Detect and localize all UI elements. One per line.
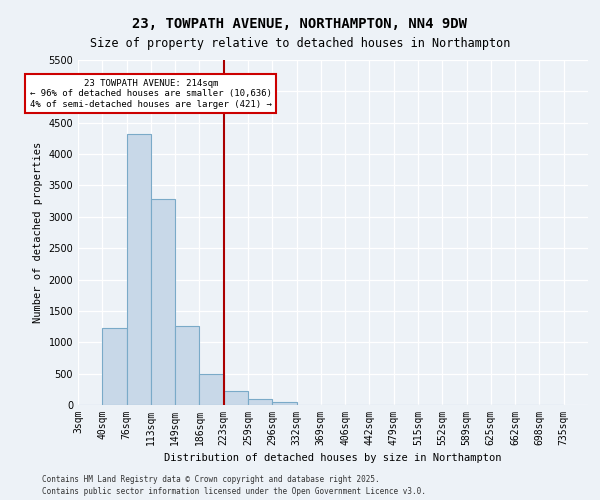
Bar (127, 134, 151, 405)
Bar (248, 398, 272, 405)
Y-axis label: Number of detached properties: Number of detached properties (33, 142, 43, 323)
Text: 23 TOWPATH AVENUE: 214sqm
← 96% of detached houses are smaller (10,636)
4% of se: 23 TOWPATH AVENUE: 214sqm ← 96% of detac… (30, 79, 272, 108)
Text: Contains HM Land Registry data © Crown copyright and database right 2025.: Contains HM Land Registry data © Crown c… (42, 474, 380, 484)
Bar (199, 374, 224, 405)
Bar (151, 200, 175, 405)
Bar (224, 390, 248, 405)
Text: 23, TOWPATH AVENUE, NORTHAMPTON, NN4 9DW: 23, TOWPATH AVENUE, NORTHAMPTON, NN4 9DW (133, 18, 467, 32)
Bar (175, 326, 199, 405)
Bar (272, 402, 296, 405)
Bar (102, 328, 127, 405)
Text: Contains public sector information licensed under the Open Government Licence v3: Contains public sector information licen… (42, 487, 426, 496)
Text: Size of property relative to detached houses in Northampton: Size of property relative to detached ho… (90, 38, 510, 51)
X-axis label: Distribution of detached houses by size in Northampton: Distribution of detached houses by size … (164, 454, 502, 464)
